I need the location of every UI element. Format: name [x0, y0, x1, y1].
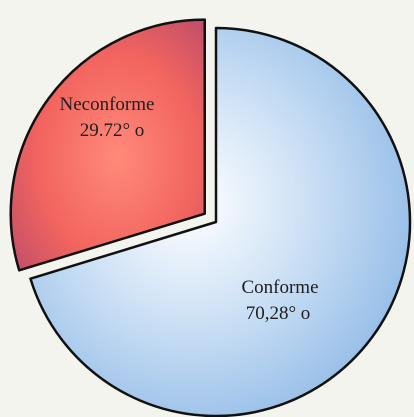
slice-conforme: [29, 26, 412, 417]
slice-value-neconforme: 29.72° o: [80, 120, 145, 141]
slice-label-conforme: Conforme: [241, 277, 318, 298]
slice-label-neconforme: Neconforme: [60, 94, 155, 115]
slice-neconforme: [9, 18, 206, 272]
pie-labels: Conforme 70,28° o Neconforme 29.72° o: [60, 94, 319, 324]
slice-value-conforme: 70,28° o: [246, 303, 311, 324]
pie-slices: [9, 18, 412, 417]
